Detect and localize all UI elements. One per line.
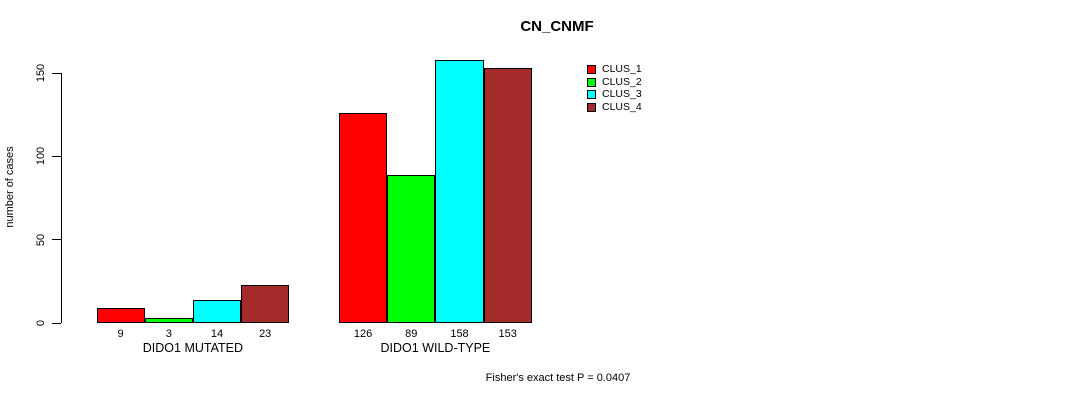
bar-clus_2-group2 xyxy=(387,174,436,323)
y-tick-label-150: 150 xyxy=(35,63,47,83)
y-tick-label-50: 50 xyxy=(35,233,47,246)
y-tick-mark-100 xyxy=(52,155,61,157)
y-tick-mark-50 xyxy=(52,239,61,241)
bar-clus_3-group1 xyxy=(192,299,242,323)
bar-value-label: 158 xyxy=(450,328,469,340)
y-tick-label-0: 0 xyxy=(35,319,47,327)
legend-swatch-icon xyxy=(587,102,596,112)
bar-clus_1-group2 xyxy=(339,113,388,323)
legend-label: CLUS_3 xyxy=(602,88,642,101)
legend-row-clus_4: CLUS_4 xyxy=(587,101,642,114)
legend-label: CLUS_4 xyxy=(602,101,642,114)
bar-clus_4-group1 xyxy=(241,284,290,323)
y-axis-title: number of cases xyxy=(4,146,16,228)
legend: CLUS_1 CLUS_2 CLUS_3 CLUS_4 xyxy=(587,63,642,114)
y-axis-line xyxy=(61,73,62,323)
bar-value-label: 153 xyxy=(498,328,517,340)
bar-value-label: 14 xyxy=(210,328,224,340)
legend-swatch-icon xyxy=(587,64,596,74)
bar-clus_4-group2 xyxy=(483,68,532,323)
legend-label: CLUS_2 xyxy=(602,75,642,88)
bar-clus_3-group2 xyxy=(435,59,484,323)
legend-row-clus_2: CLUS_2 xyxy=(587,76,642,89)
bar-value-label: 126 xyxy=(353,328,373,340)
chart-title: CN_CNMF xyxy=(520,18,594,35)
bar-value-label: 89 xyxy=(405,328,418,340)
bar-value-label: 3 xyxy=(165,328,172,340)
group-label-2: DIDO1 WILD-TYPE xyxy=(380,341,491,355)
legend-swatch-icon xyxy=(587,90,596,100)
y-tick-mark-0 xyxy=(52,322,61,324)
legend-row-clus_3: CLUS_3 xyxy=(587,88,642,101)
bar-clus_1-group1 xyxy=(96,308,145,323)
bar-value-label: 23 xyxy=(259,328,272,340)
y-tick-mark-150 xyxy=(52,72,61,74)
legend-row-clus_1: CLUS_1 xyxy=(587,63,642,76)
y-tick-label-100: 100 xyxy=(35,147,47,166)
legend-label: CLUS_1 xyxy=(602,63,642,76)
bar-value-label: 9 xyxy=(117,328,124,340)
stat-annotation: Fisher's exact test P = 0.0407 xyxy=(485,372,631,384)
group-label-1: DIDO1 MUTATED xyxy=(142,341,244,355)
legend-swatch-icon xyxy=(587,77,596,87)
bar-clus_2-group1 xyxy=(144,318,193,323)
